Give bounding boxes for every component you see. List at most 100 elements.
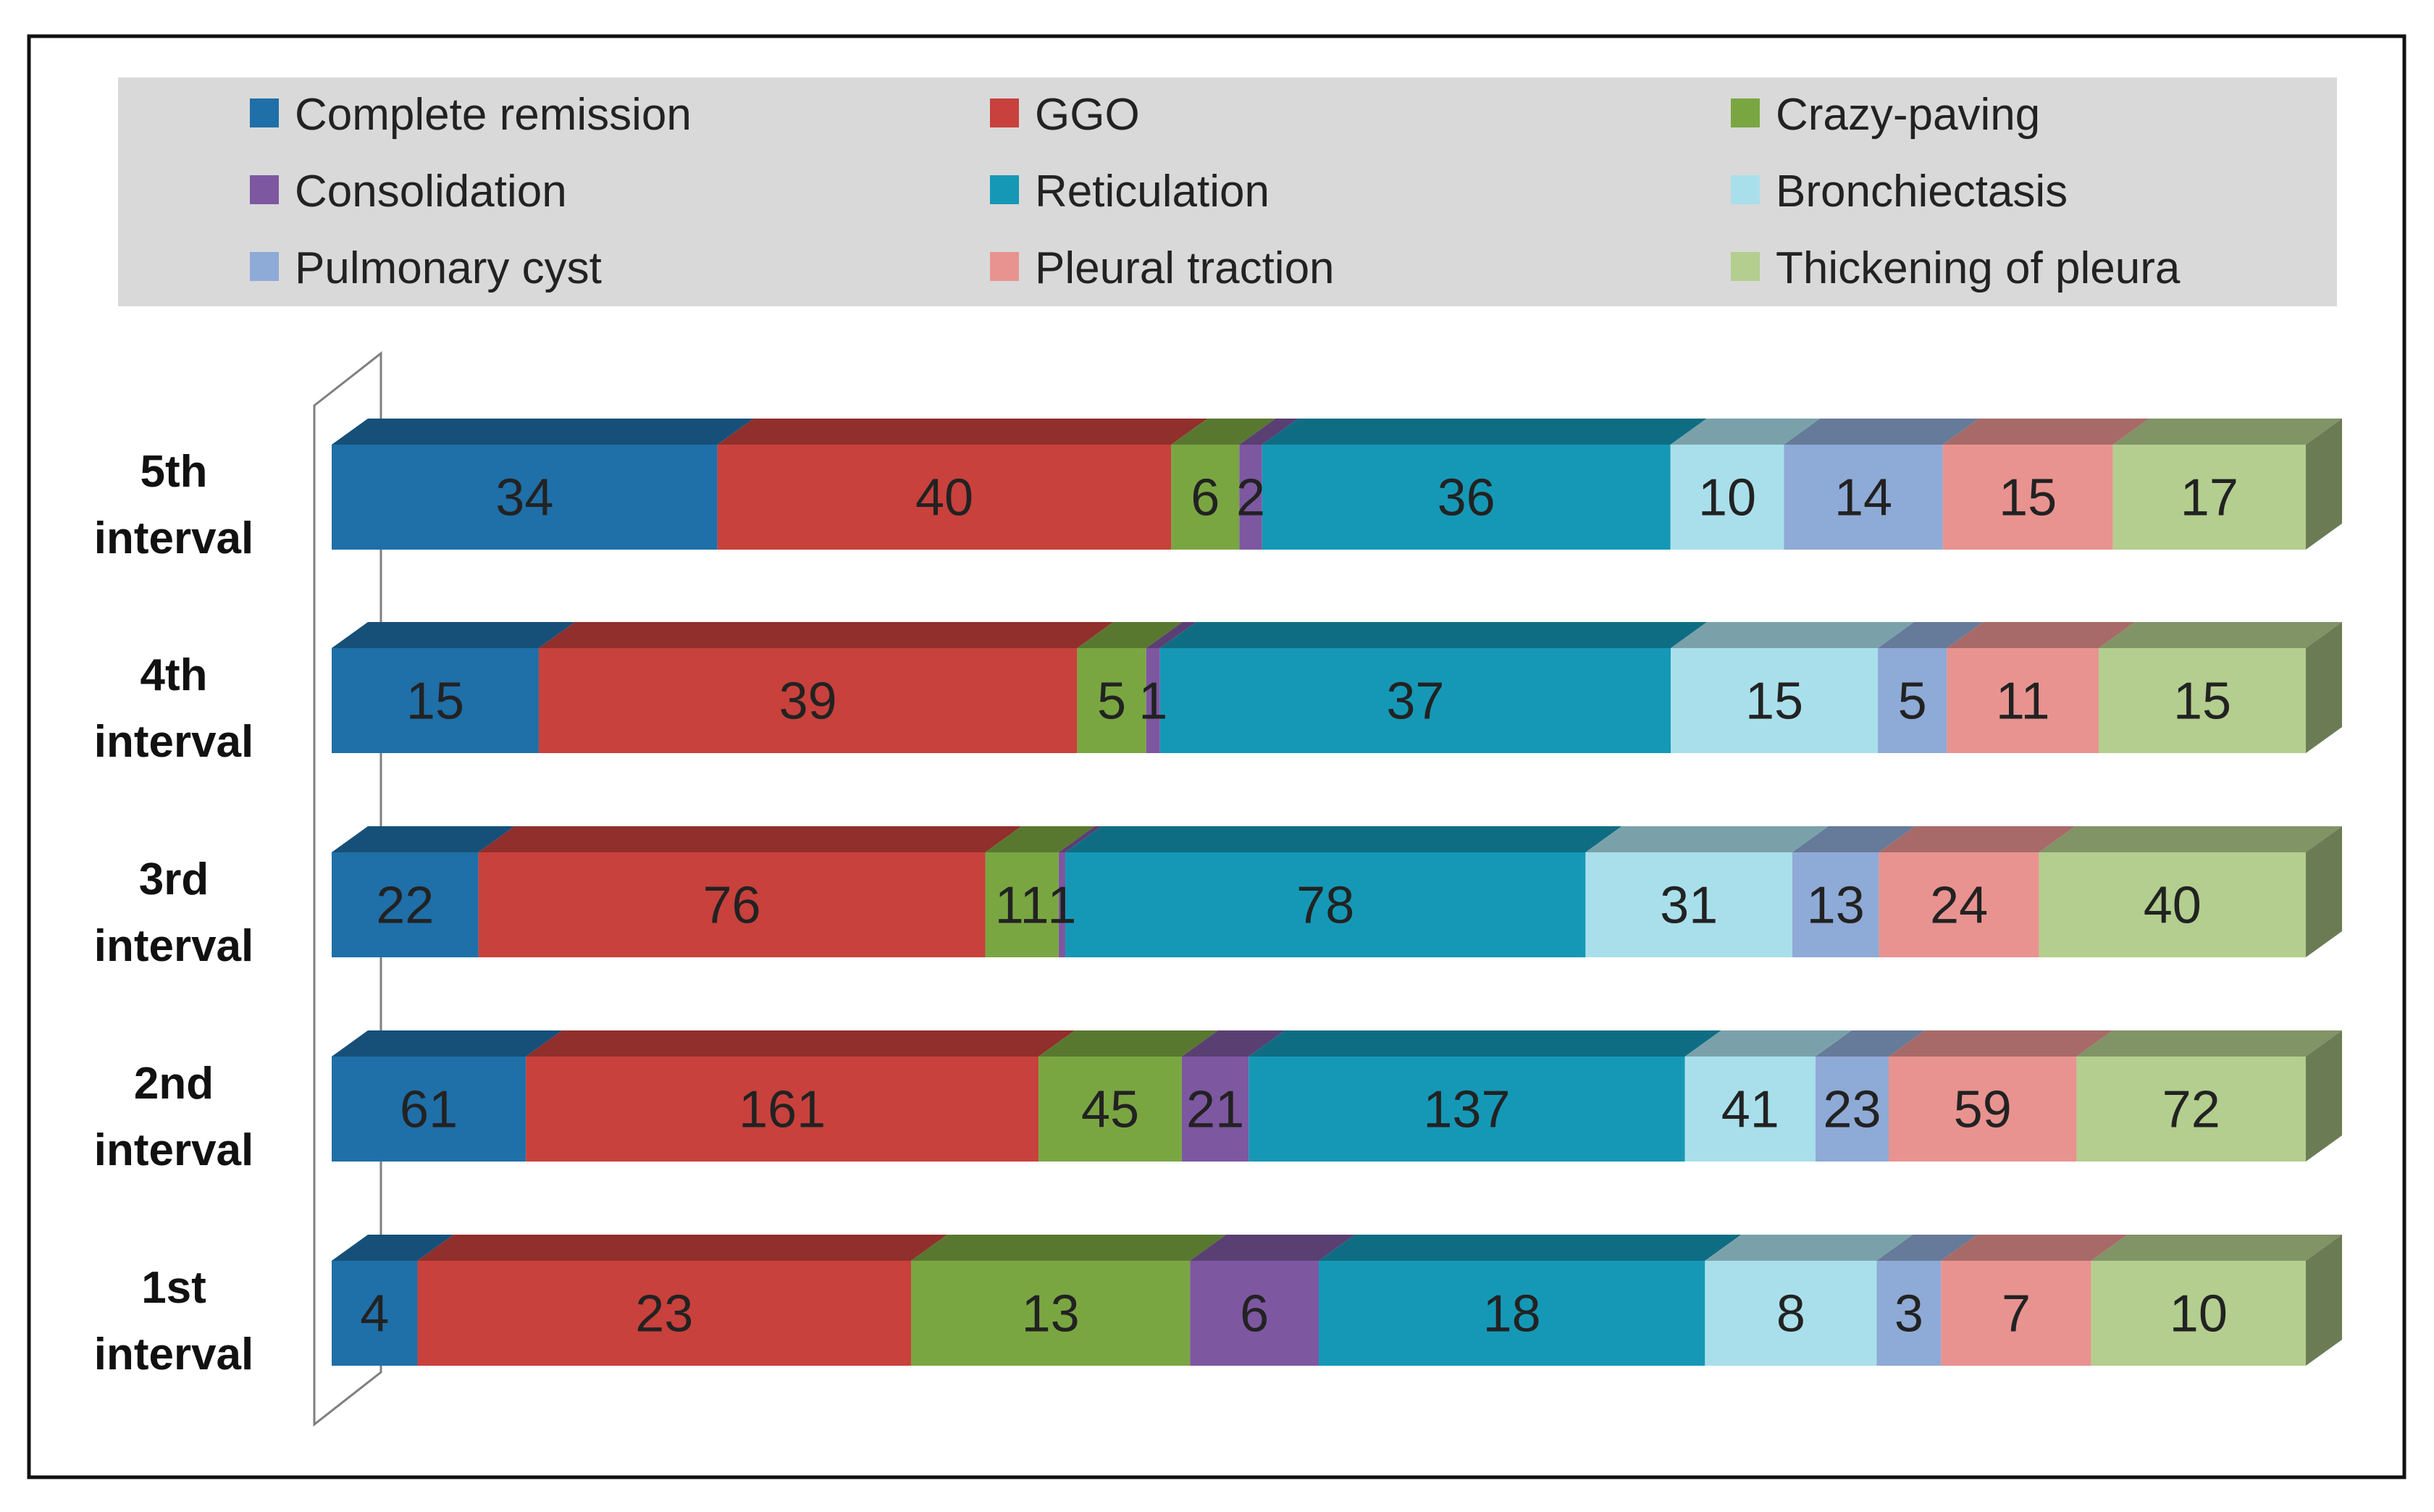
data-label: 18 xyxy=(1483,1285,1541,1343)
bar-segment-top xyxy=(1239,419,1298,445)
bar-segment-top xyxy=(1784,419,1979,445)
bar-segment xyxy=(1190,1261,1319,1366)
bar-end-face xyxy=(2306,622,2342,753)
data-label: 10 xyxy=(1698,469,1756,527)
bar-segment xyxy=(985,852,1059,957)
legend-item: GGO xyxy=(990,90,1140,140)
data-label: 15 xyxy=(1999,469,2057,527)
bar-segment xyxy=(1815,1057,1889,1162)
legend-label: Complete remission xyxy=(295,90,692,140)
bar-end-face xyxy=(2306,1235,2342,1366)
data-label: 11 xyxy=(995,877,1049,935)
data-label: 17 xyxy=(2181,469,2238,527)
bar-segment-top xyxy=(2039,826,2342,852)
bar-segment xyxy=(2039,852,2306,957)
bar-segment-top xyxy=(1876,1235,1978,1261)
bar-segment xyxy=(1671,648,1879,753)
data-label: 137 xyxy=(1423,1081,1510,1139)
legend-background xyxy=(118,77,2337,306)
data-label: 40 xyxy=(2144,877,2202,935)
bar-segment xyxy=(1705,1261,1877,1366)
category-label: 5th interval xyxy=(94,447,254,563)
bar-segment-top xyxy=(1249,1030,1721,1057)
legend-label: Reticulation xyxy=(1035,167,1270,217)
data-label: 40 xyxy=(915,469,973,527)
legend-label: Consolidation xyxy=(295,167,567,217)
legend-item: Crazy-paving xyxy=(1731,90,2040,140)
bar-segment-top xyxy=(1889,1030,2113,1057)
bar-segment-top xyxy=(985,826,1095,852)
bar-segment xyxy=(2076,1057,2306,1162)
bar-segment xyxy=(538,648,1078,753)
bar-segment xyxy=(1171,445,1240,550)
data-label: 15 xyxy=(2173,673,2231,731)
bar-segment-top xyxy=(1670,419,1821,445)
legend-item: Complete remission xyxy=(250,90,692,140)
category-label: 4th interval xyxy=(94,650,254,767)
bar-segment-top xyxy=(1941,1235,2128,1261)
legend-item: Pleural traction xyxy=(990,243,1335,293)
data-label: 1 xyxy=(1138,673,1167,731)
bar-segment xyxy=(1941,1261,2091,1366)
bar-segment xyxy=(1038,1057,1182,1162)
legend-swatch xyxy=(1731,252,1760,281)
bar-segment-top xyxy=(2099,622,2342,648)
data-label: 15 xyxy=(406,673,464,731)
data-label: 13 xyxy=(1022,1285,1080,1343)
bar-segment-top xyxy=(1058,826,1102,852)
bar-end-face xyxy=(2306,826,2342,957)
data-label: 6 xyxy=(1240,1285,1269,1343)
data-label: 13 xyxy=(1807,877,1865,935)
bar-segment xyxy=(1159,648,1671,753)
bar-segment xyxy=(1249,1057,1685,1162)
bar-segment-top xyxy=(1038,1030,1218,1057)
data-label: 15 xyxy=(1745,673,1803,731)
legend-label: Pulmonary cyst xyxy=(295,243,602,293)
bar-segment-top xyxy=(332,419,754,445)
legend-item: Reticulation xyxy=(990,167,1270,217)
bar-segment xyxy=(911,1261,1191,1366)
data-label: 3 xyxy=(1894,1285,1923,1343)
category-label: 1st interval xyxy=(94,1263,254,1379)
data-label: 8 xyxy=(1776,1285,1805,1343)
category-label: 3rd interval xyxy=(94,854,254,971)
bar-segment xyxy=(332,445,718,550)
data-label: 23 xyxy=(635,1285,693,1343)
bar-segment-top xyxy=(1065,826,1622,852)
data-label: 11 xyxy=(1996,673,2050,731)
bar-segment-top xyxy=(1947,622,2136,648)
bar-segment-top xyxy=(911,1235,1227,1261)
bar-segment-top xyxy=(1190,1235,1355,1261)
bar-segment xyxy=(332,852,479,957)
bar-segment xyxy=(1585,852,1792,957)
bar-segment-top xyxy=(526,1030,1075,1057)
bar-row: 3rd interval 22 76 111 78 31 13 24 40 xyxy=(94,826,2342,971)
data-label: 5 xyxy=(1097,673,1126,731)
bar-segment xyxy=(332,1057,526,1162)
bar-segment-top xyxy=(1879,826,2076,852)
data-label: 7 xyxy=(2002,1285,2031,1343)
bar-segment-top xyxy=(1942,419,2149,445)
data-label: 61 xyxy=(400,1081,458,1139)
bar-segment xyxy=(1319,1261,1705,1366)
bar-segment-top xyxy=(538,622,1114,648)
legend-label: Thickening of pleura xyxy=(1776,243,2181,293)
legend-swatch xyxy=(1731,175,1760,204)
bar-segment-top xyxy=(1159,622,1708,648)
data-label: 41 xyxy=(1721,1081,1779,1139)
bar-segment xyxy=(478,852,986,957)
bar-segment xyxy=(1942,445,2113,550)
data-label: 78 xyxy=(1296,877,1354,935)
bar-segment-top xyxy=(1181,1030,1285,1057)
legend-label: Crazy-paving xyxy=(1776,90,2040,140)
data-label: 2 xyxy=(1236,469,1265,527)
bar-segment-top xyxy=(332,826,515,852)
data-label: 39 xyxy=(779,673,837,731)
bar-segment-top xyxy=(332,1030,563,1057)
bar-segment-top xyxy=(478,826,1022,852)
legend-item: Pulmonary cyst xyxy=(250,243,602,293)
legend-item: Thickening of pleura xyxy=(1731,243,2181,293)
legend-swatch xyxy=(990,175,1019,204)
bar-end-face xyxy=(2306,419,2342,550)
